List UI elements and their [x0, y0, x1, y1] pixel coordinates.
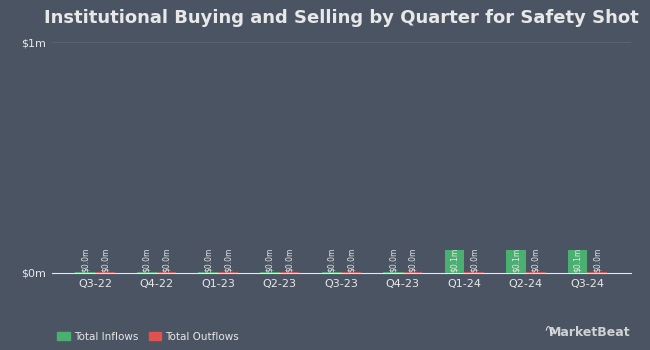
- Legend: Total Inflows, Total Outflows: Total Inflows, Total Outflows: [57, 332, 239, 342]
- Text: $0.0m: $0.0m: [204, 248, 213, 272]
- Bar: [218, 272, 238, 273]
- Text: $0.1m: $0.1m: [512, 248, 521, 272]
- Bar: [95, 272, 115, 273]
- Bar: [567, 250, 588, 273]
- Text: $0.0m: $0.0m: [531, 248, 540, 272]
- Bar: [464, 272, 484, 273]
- Bar: [75, 272, 95, 273]
- Text: $0.0m: $0.0m: [408, 248, 417, 272]
- Bar: [588, 272, 607, 273]
- Bar: [445, 250, 464, 273]
- Text: $0.0m: $0.0m: [470, 248, 478, 272]
- Text: $0.0m: $0.0m: [101, 248, 109, 272]
- Text: $0.1m: $0.1m: [450, 248, 459, 272]
- Bar: [341, 272, 361, 273]
- Text: $0.0m: $0.0m: [327, 248, 336, 272]
- Bar: [280, 272, 300, 273]
- Bar: [322, 272, 341, 273]
- Bar: [260, 272, 280, 273]
- Bar: [506, 250, 526, 273]
- Text: MarketBeat: MarketBeat: [549, 327, 630, 340]
- Bar: [137, 272, 157, 273]
- Bar: [403, 272, 422, 273]
- Bar: [157, 272, 176, 273]
- Text: $0.1m: $0.1m: [573, 248, 582, 272]
- Text: $0.0m: $0.0m: [593, 248, 602, 272]
- Text: $0.0m: $0.0m: [142, 248, 151, 272]
- Bar: [198, 272, 218, 273]
- Text: $0.0m: $0.0m: [81, 248, 90, 272]
- Bar: [383, 272, 403, 273]
- Text: $0.0m: $0.0m: [265, 248, 274, 272]
- Bar: [526, 272, 545, 273]
- Text: $0.0m: $0.0m: [224, 248, 233, 272]
- Text: ∿: ∿: [543, 323, 556, 338]
- Text: $0.0m: $0.0m: [346, 248, 356, 272]
- Text: $0.0m: $0.0m: [285, 248, 294, 272]
- Title: Institutional Buying and Selling by Quarter for Safety Shot: Institutional Buying and Selling by Quar…: [44, 8, 638, 27]
- Text: $0.0m: $0.0m: [389, 248, 397, 272]
- Text: $0.0m: $0.0m: [162, 248, 171, 272]
